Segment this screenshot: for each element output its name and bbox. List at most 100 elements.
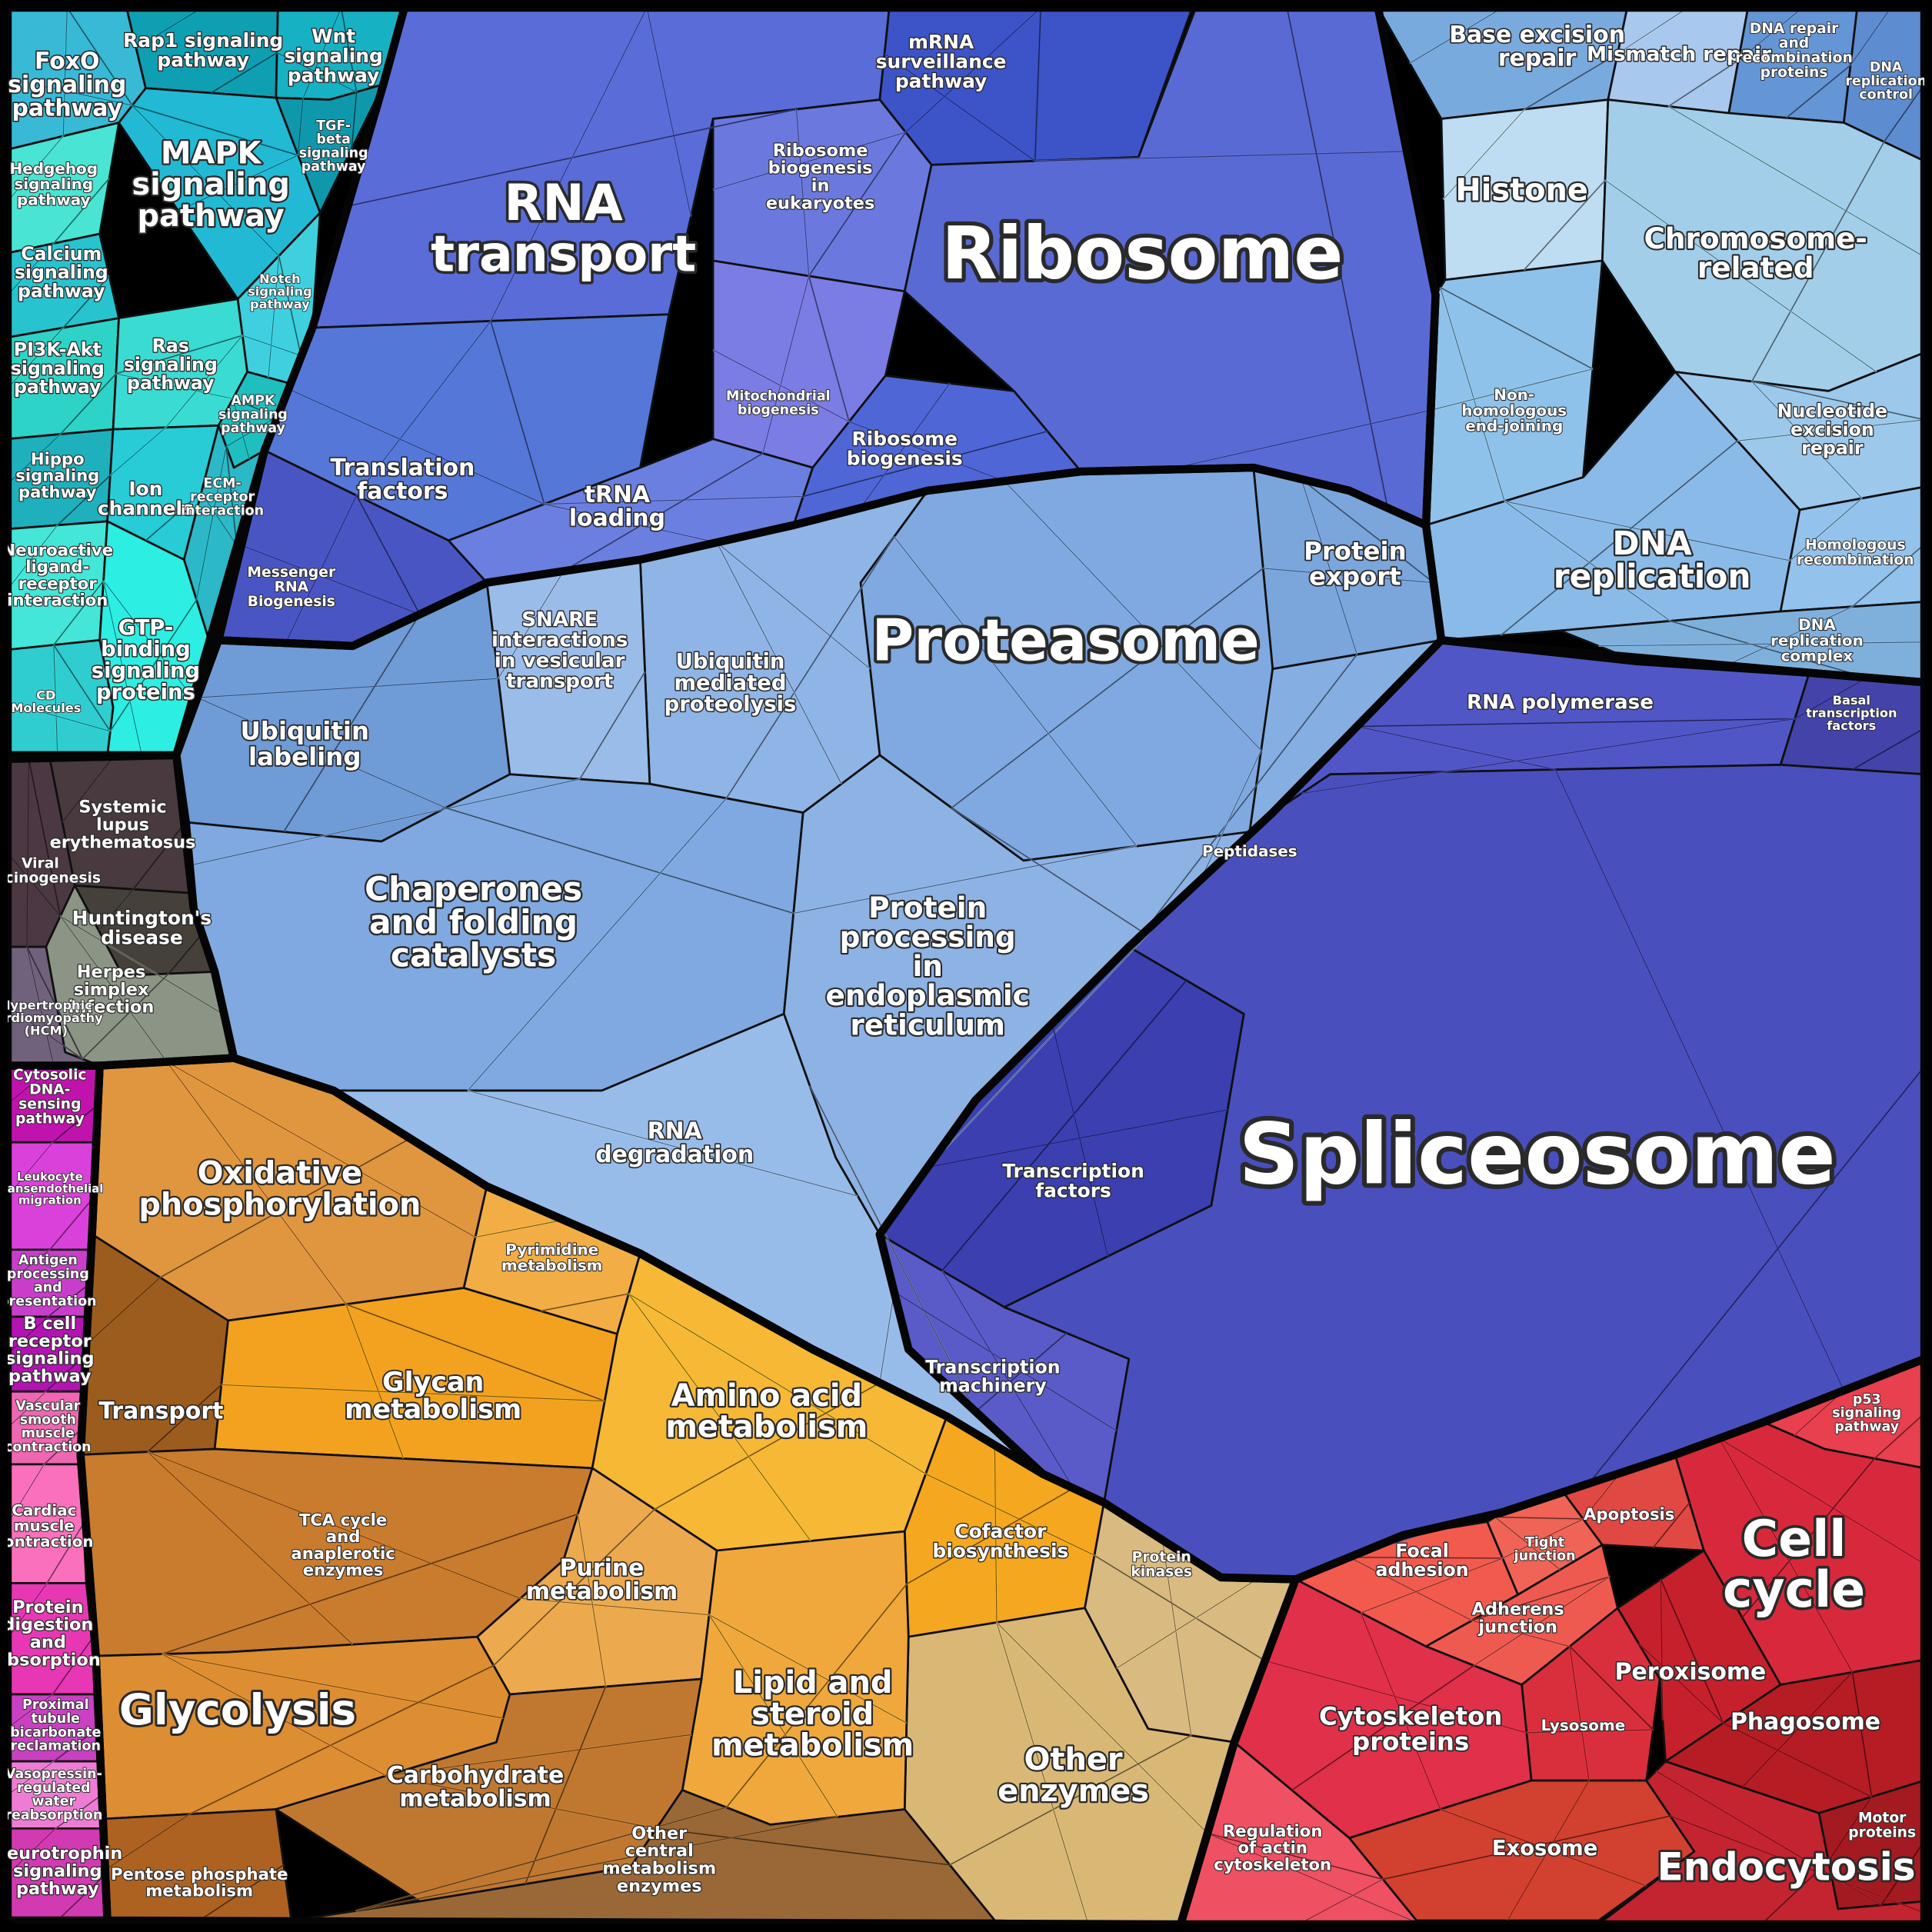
facet-line-edge	[879, 1291, 895, 1384]
facet-line-edge	[467, 1090, 858, 1197]
facet-line-edge	[1569, 1646, 1590, 1781]
facet-line-edge	[1357, 718, 1795, 728]
facet-line-edge	[1852, 728, 1924, 771]
facet-line-edge	[242, 335, 301, 356]
facet-line-edge	[55, 1794, 102, 1829]
facet-line-edge	[1660, 1579, 1724, 1724]
label-hypertrophic-cardiomyopathy: Hypertrophiccardiomyopathy(HCM)	[8, 998, 103, 1038]
facet-line-edge	[132, 105, 298, 156]
label-messenger-rna-biogenesis: Messenger RNA Biogenesis	[247, 565, 336, 610]
label-rna-polymerase: RNA polymerase	[1467, 691, 1654, 714]
facet-line-edge	[1440, 287, 1594, 370]
facet-line-edge	[1361, 1557, 1503, 1614]
facet-line-edge	[628, 1293, 926, 1474]
facet-line-edge	[276, 52, 357, 93]
cell-lysosome[interactable]: Lysosome	[1521, 1607, 1661, 1782]
label-focal-adhesion: Focal adhesion	[1376, 1541, 1469, 1581]
label-mismatch-repair: Mismatch repair	[1587, 43, 1771, 66]
label-peroxisome: Peroxisome	[1615, 1659, 1767, 1686]
label-amino-acid-metabolism: Amino acid metabolism	[665, 1378, 868, 1445]
facet-line-edge	[1751, 142, 1885, 382]
label-dna-replication-control: DNA replication control	[1845, 60, 1924, 103]
facet-line-edge	[726, 1584, 908, 1808]
facet-line-edge	[1719, 1437, 1924, 1564]
cell-endocytosis[interactable]: Endocytosis	[1597, 1760, 1924, 1924]
label-herpes-simplex-infection: Herpes simplex infection	[68, 962, 155, 1018]
facet-line-edge	[85, 1277, 161, 1345]
facet-line-edge	[53, 645, 111, 732]
facet-line-edge	[8, 243, 55, 296]
label-hedgehog-signaling-pathway: Hedgehog signaling pathway	[10, 160, 98, 209]
label-base-excision-repair: Base excision repair	[1449, 22, 1625, 72]
facet-line-edge	[1660, 1579, 1664, 1720]
facet-line-edge	[994, 1444, 998, 1623]
facet-line-edge	[490, 321, 545, 505]
facet-line-edge	[1360, 1612, 1441, 1810]
label-antigen-processing-and-presentation: Antigen processing and presentation	[8, 1253, 97, 1309]
facet-line-edge	[297, 98, 304, 155]
facet-line-edge	[949, 1735, 1192, 1866]
facet-line-edge	[43, 1427, 83, 1465]
label-hippo-signaling-pathway: Hippo signaling pathway	[15, 449, 99, 501]
label-pyrimidine-metabolism: Pyrimidine metabolism	[501, 1241, 602, 1274]
facet-line-edge	[1526, 1729, 1654, 1734]
facet-line-edge	[1598, 641, 1924, 647]
facet-line-edge	[975, 1332, 1068, 1412]
facet-line-edge	[544, 503, 718, 543]
facet-line-edge	[712, 132, 906, 191]
facet-line-edge	[726, 536, 895, 799]
facet-line-edge	[540, 1293, 629, 1312]
facet-line-edge	[8, 525, 58, 590]
label-cytoskeleton-proteins: Cytoskeleton proteins	[1319, 1702, 1502, 1757]
label-trna-loading: tRNA loading	[569, 481, 665, 532]
label-p53-signaling-pathway: p53 signaling pathway	[1832, 1392, 1901, 1435]
label-oxidative-phosphorylation: Oxidative phosphorylation	[138, 1156, 421, 1223]
label-translation-factors: Translation factors	[330, 455, 475, 505]
label-histone: Histone	[1455, 173, 1588, 208]
facet-line-edge	[498, 571, 565, 679]
label-ribosome-biogenesis-in-eukaryotes: Ribosome biogenesis in eukaryotes	[766, 141, 874, 214]
facet-line-edge	[8, 78, 133, 106]
facet-line-edge	[168, 932, 204, 974]
facet-line-edge	[103, 580, 193, 698]
cell-chromosome-related[interactable]: Chromosome- related	[1601, 98, 1924, 392]
facet-line-edge	[1504, 501, 1671, 621]
facet-line-edge	[49, 1195, 95, 1251]
label-b-cell-receptor-signaling-pathway: B cell receptor signaling pathway	[8, 1314, 95, 1387]
label-ion-channels: Ion channels	[98, 478, 194, 519]
facet-line-edge	[132, 105, 280, 257]
facet-line-edge	[1440, 1808, 1647, 1887]
facet-line-edge	[951, 568, 1264, 808]
label-rna-degradation: RNA degradation	[595, 1118, 754, 1168]
facet-line-edge	[1668, 105, 1924, 258]
label-ubiquitin-labeling: Ubiquitin labeling	[241, 717, 370, 771]
label-rna-transport: RNA transport	[431, 175, 696, 283]
label-vasopressin-regulated-water-reabsorption: Vasopressin-regulated water reabsorption	[8, 1767, 102, 1823]
facet-line-edge	[53, 580, 105, 645]
facet-line-edge	[195, 446, 227, 601]
facet-line-edge	[115, 373, 233, 399]
facet-line-edge	[1569, 1646, 1654, 1730]
facet-line-edge	[8, 1391, 47, 1428]
facet-line-edge	[302, 8, 342, 99]
facet-line-edge	[1507, 1780, 1590, 1921]
label-transport: Transport	[98, 1398, 223, 1425]
facet-line-edge	[1440, 287, 1505, 501]
facet-line-edge	[1617, 8, 1688, 55]
facet-line-edge	[1471, 1576, 1611, 1621]
label-systemic-lupus-erythematosus: Systemic lupus erythematosus	[50, 798, 196, 853]
facet-line-edge	[1794, 677, 1867, 720]
facet-line-edge	[232, 398, 250, 460]
facet-line-edge	[1652, 1502, 1690, 1548]
facet-line-edge	[520, 1597, 710, 1616]
facet-line-edge	[8, 1249, 51, 1284]
label-proximal-tubule-bicarbonate-reclamation: Proximal tubule bicarbonate reclamation	[10, 1697, 101, 1754]
label-purine-metabolism: Purine metabolism	[526, 1555, 678, 1606]
cell-homologous-recombination[interactable]: Homologous recombination	[1779, 485, 1924, 613]
facet-line-edge	[28, 758, 62, 917]
facet-line-edge	[1737, 419, 1924, 441]
facet-line-edge	[8, 1141, 53, 1197]
